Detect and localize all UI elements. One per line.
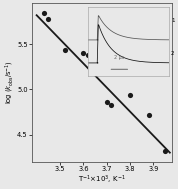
Point — [105, 101, 108, 104]
X-axis label: T$^{-1}$$\times$10$^{3}$, K$^{-1}$: T$^{-1}$$\times$10$^{3}$, K$^{-1}$ — [78, 173, 126, 186]
Point — [42, 11, 45, 14]
Point — [82, 52, 85, 55]
Point — [47, 17, 50, 20]
Point — [147, 113, 150, 116]
Point — [63, 48, 66, 51]
Point — [164, 149, 167, 152]
Y-axis label: log ($k_{\mathrm{obs}}$/s$^{-1}$): log ($k_{\mathrm{obs}}$/s$^{-1}$) — [4, 61, 16, 105]
Point — [129, 93, 132, 96]
Point — [87, 53, 90, 57]
Point — [110, 103, 113, 106]
